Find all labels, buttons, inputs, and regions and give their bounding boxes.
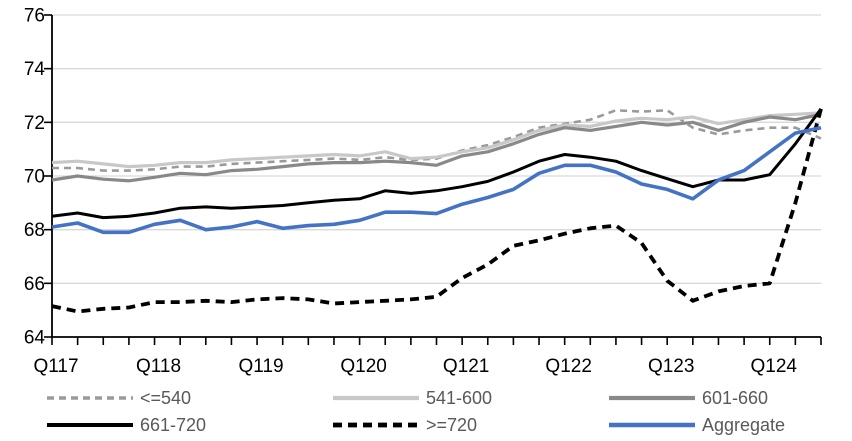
x-axis-label: Q122 <box>545 356 591 377</box>
y-axis-label: 64 <box>24 328 46 349</box>
x-axis-label: Q121 <box>443 356 489 377</box>
y-axis-label: 70 <box>24 167 45 188</box>
x-axis-label: Q123 <box>648 356 694 377</box>
y-axis-label: 74 <box>24 59 46 80</box>
x-axis-label: Q120 <box>340 356 386 377</box>
series-line-541-600 <box>51 111 822 169</box>
y-axis-label: 72 <box>24 113 45 134</box>
x-axis-label: Q119 <box>239 356 284 377</box>
series-line-aggregate <box>51 125 822 235</box>
x-axis-label: Q117 <box>33 356 78 377</box>
series-line-601-660 <box>51 112 822 183</box>
series-line-661-720 <box>51 108 823 220</box>
x-axis-label: Q124 <box>750 356 797 377</box>
x-axis-label: Q118 <box>136 356 181 377</box>
y-axis-label: 76 <box>24 6 45 27</box>
y-axis-label: 68 <box>24 220 45 241</box>
series-line-720 <box>51 108 823 314</box>
y-axis-label: 66 <box>24 274 45 295</box>
